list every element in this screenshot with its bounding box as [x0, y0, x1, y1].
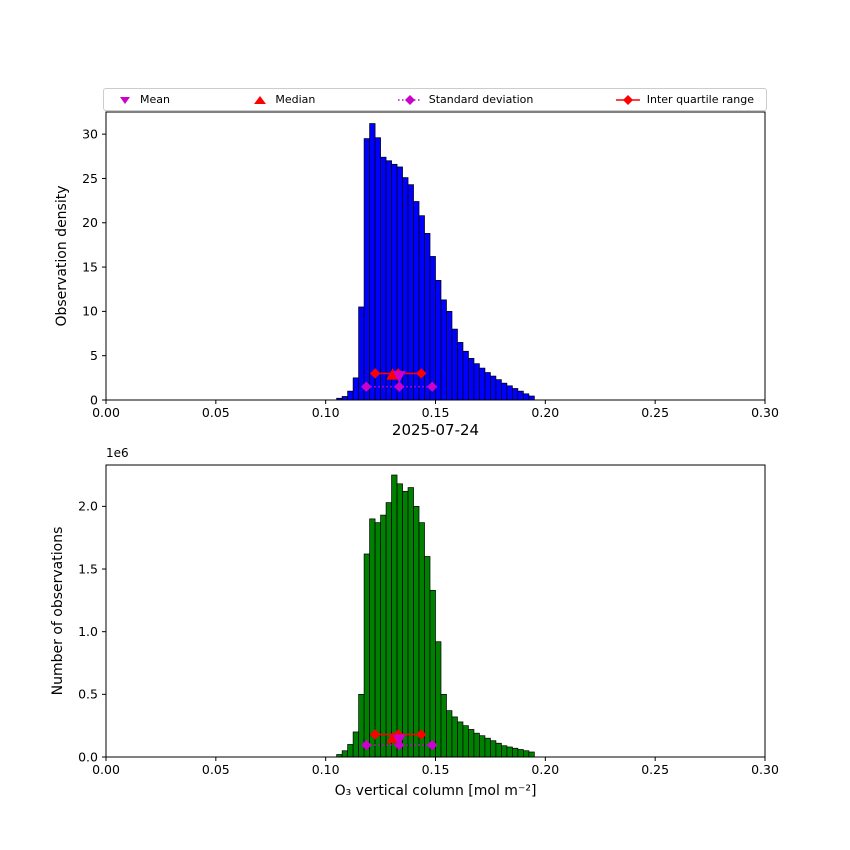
legend-label-median: Median	[275, 93, 316, 106]
svg-text:1.5: 1.5	[78, 561, 98, 576]
svg-text:0.05: 0.05	[202, 762, 230, 777]
legend-label-mean: Mean	[140, 93, 170, 106]
legend-item-std: Standard deviation	[397, 93, 534, 106]
legend: Mean Median Standard deviation Inter qua…	[103, 88, 767, 111]
svg-text:0: 0	[90, 392, 98, 407]
svg-text:0.30: 0.30	[751, 405, 779, 420]
legend-item-median: Median	[251, 93, 315, 106]
svg-text:0.05: 0.05	[202, 405, 230, 420]
svg-text:0.25: 0.25	[641, 405, 669, 420]
svg-text:0.00: 0.00	[92, 762, 120, 777]
svg-text:30: 30	[82, 126, 98, 141]
svg-text:0.10: 0.10	[312, 405, 340, 420]
iqr-diamond-icon	[615, 94, 640, 105]
svg-text:0.30: 0.30	[751, 762, 779, 777]
median-triangle-up-icon	[254, 95, 267, 104]
y-axis-offset-text: 1e6	[106, 446, 129, 460]
svg-text:1.0: 1.0	[78, 624, 98, 639]
svg-text:0.00: 0.00	[92, 405, 120, 420]
svg-text:0.20: 0.20	[531, 405, 559, 420]
svg-text:15: 15	[82, 259, 98, 274]
x-axis-label: O₃ vertical column [mol m⁻²]	[334, 783, 537, 799]
svg-text:0.25: 0.25	[641, 762, 669, 777]
std-deviation-diamond-icon	[397, 94, 422, 105]
svg-text:25: 25	[82, 171, 98, 186]
top-y-axis-label: Observation density	[54, 185, 70, 327]
legend-label-std: Standard deviation	[428, 93, 534, 106]
svg-text:2.0: 2.0	[78, 499, 98, 514]
svg-text:5: 5	[90, 348, 98, 363]
chart-title: 2025-07-24	[391, 421, 480, 439]
mean-triangle-down-icon	[120, 96, 130, 104]
svg-text:0.5: 0.5	[78, 687, 98, 702]
svg-text:0.20: 0.20	[531, 762, 559, 777]
bottom-y-axis-label: Number of observations	[50, 526, 66, 696]
svg-text:0.0: 0.0	[78, 749, 98, 764]
legend-label-iqr: Inter quartile range	[646, 93, 754, 106]
svg-text:20: 20	[82, 215, 98, 230]
legend-item-iqr: Inter quartile range	[615, 93, 754, 106]
legend-item-mean: Mean	[116, 93, 170, 106]
svg-text:0.15: 0.15	[422, 405, 450, 420]
svg-text:0.10: 0.10	[312, 762, 340, 777]
svg-text:10: 10	[82, 304, 98, 319]
svg-text:0.15: 0.15	[422, 762, 450, 777]
